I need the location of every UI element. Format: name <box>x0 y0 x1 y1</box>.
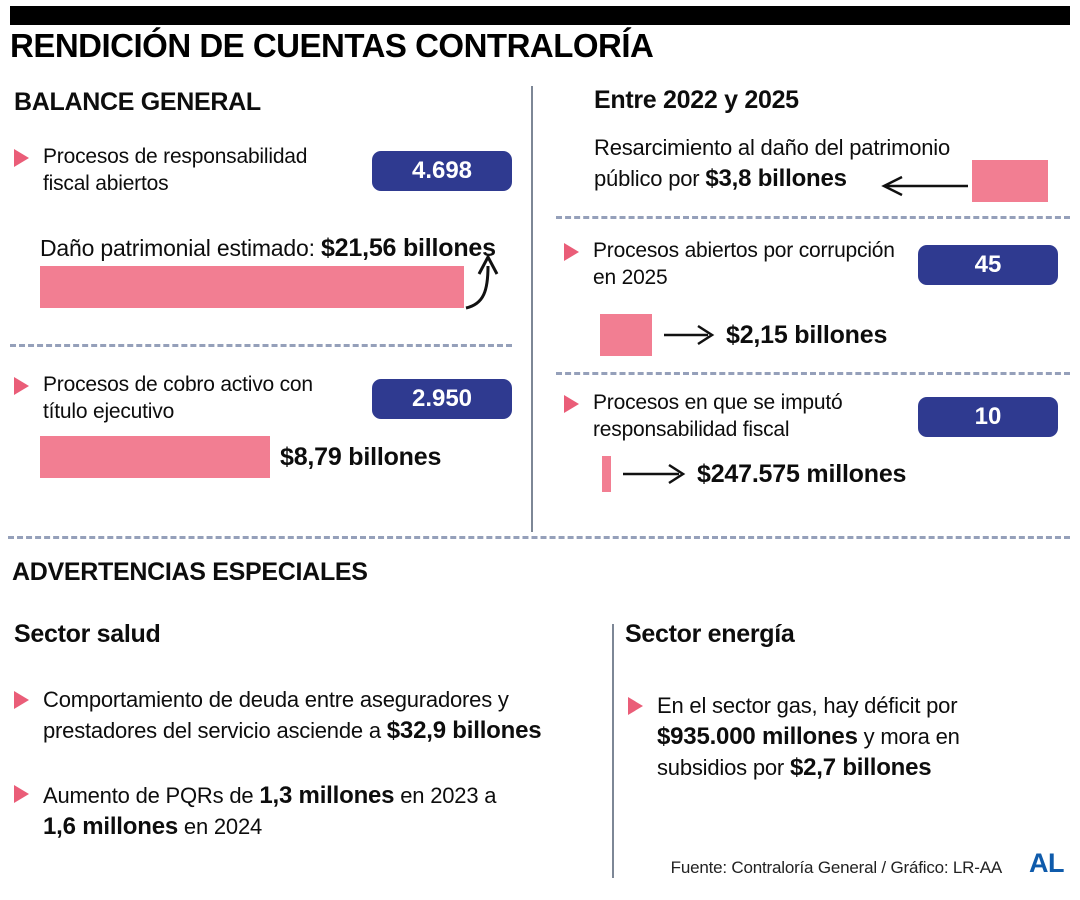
bullet-triangle-icon <box>14 691 29 709</box>
item-text: En el sector gas, hay déficit por $935.0… <box>657 692 1028 783</box>
al-logo: AL <box>1029 848 1065 878</box>
value-badge: 45 <box>918 244 1058 285</box>
dano-label: Daño patrimonial estimado: <box>40 235 321 261</box>
list-item-corrupcion: Procesos abiertos por corrupción en 2025… <box>564 238 1058 291</box>
top-black-bar <box>10 6 1070 25</box>
text-part-bold: 1,6 millones <box>43 813 178 841</box>
left-arrow-icon <box>881 175 968 197</box>
resarcimiento-text: Resarcimiento al daño del patrimonio púb… <box>594 134 994 194</box>
dano-line: Daño patrimonial estimado: $21,56 billon… <box>40 232 496 265</box>
corrupcion-amount-row: $2,15 billones <box>600 314 887 356</box>
text-part-bold: $2,7 billones <box>789 753 932 781</box>
bar-cobro <box>40 436 270 478</box>
item-label: Procesos abiertos por corrupción en 2025 <box>593 239 895 289</box>
dashed-divider <box>556 216 1070 219</box>
source-credit: Fuente: Contraloría General / Gráfico: L… <box>670 858 1003 877</box>
list-item-deuda-salud: Comportamiento de deuda entre asegurador… <box>14 686 579 746</box>
dano-value: $21,56 billones <box>320 234 496 262</box>
item-label: Procesos de responsabilidad fiscal abier… <box>43 145 308 195</box>
imputacion-amount-row: $247.575 millones <box>602 456 906 492</box>
bullet-triangle-icon <box>14 149 29 167</box>
value-badge: 2.950 <box>372 378 512 419</box>
value-badge: 10 <box>918 396 1058 437</box>
text-part-bold: 1,3 millones <box>259 782 395 809</box>
salud-heading: Sector salud <box>14 620 161 648</box>
right-arrow-icon <box>623 463 686 485</box>
list-item-responsabilidad: Procesos de responsabilidad fiscal abier… <box>14 144 512 197</box>
list-item-imputacion: Procesos en que se imputó responsabilida… <box>564 390 1058 443</box>
bar-dano-patrimonial <box>40 266 464 308</box>
bar-resarcimiento <box>972 160 1048 202</box>
balance-heading: BALANCE GENERAL <box>14 88 261 116</box>
up-arrow-icon <box>465 253 499 310</box>
periodo-heading: Entre 2022 y 2025 <box>594 86 799 114</box>
bar-corrupcion <box>600 314 652 356</box>
bullet-triangle-icon <box>14 377 29 395</box>
text-part: Aumento de PQRs de <box>43 783 260 808</box>
imputacion-amount: $247.575 millones <box>697 459 907 488</box>
advertencias-heading: ADVERTENCIAS ESPECIALES <box>12 558 368 586</box>
text-part: en 2024 <box>178 814 263 840</box>
vertical-divider <box>531 86 533 532</box>
text-part: en 2023 a <box>394 783 497 808</box>
dashed-divider <box>556 372 1070 375</box>
resarcimiento-label: Resarcimiento al daño del patrimonio púb… <box>594 135 950 191</box>
bullet-triangle-icon <box>628 697 643 715</box>
item-text: Aumento de PQRs de 1,3 millones en 2023 … <box>43 780 519 842</box>
item-label: Procesos en que se imputó responsabilida… <box>593 391 843 441</box>
energia-heading: Sector energía <box>625 620 795 648</box>
cobro-amount: $8,79 billones <box>280 442 442 471</box>
page-title: RENDICIÓN DE CUENTAS CONTRALORÍA <box>10 27 654 64</box>
text-part-bold: $935.000 millones <box>657 722 858 750</box>
bullet-triangle-icon <box>564 243 579 261</box>
text-part: Comportamiento de deuda entre asegurador… <box>43 687 509 743</box>
text-part-bold: $32,9 billones <box>386 716 542 744</box>
list-item-pqrs: Aumento de PQRs de 1,3 millones en 2023 … <box>14 780 519 842</box>
list-item-cobro: Procesos de cobro activo con título ejec… <box>14 372 512 425</box>
value-badge: 4.698 <box>372 150 512 191</box>
right-arrow-icon <box>664 324 715 346</box>
dashed-divider <box>10 344 512 347</box>
item-label: Procesos de cobro activo con título ejec… <box>43 373 313 423</box>
item-text: Comportamiento de deuda entre asegurador… <box>43 686 579 746</box>
vertical-divider <box>612 624 614 878</box>
list-item-gas: En el sector gas, hay déficit por $935.0… <box>628 692 1028 783</box>
bullet-triangle-icon <box>564 395 579 413</box>
text-part: En el sector gas, hay déficit por <box>657 693 958 718</box>
bar-cobro-row: $8,79 billones <box>40 436 441 478</box>
bar-imputacion <box>602 456 611 492</box>
text-part: y mora en subsidios por <box>657 723 960 780</box>
bullet-triangle-icon <box>14 785 29 803</box>
dashed-divider <box>8 536 1070 539</box>
resarcimiento-value: $3,8 billones <box>705 164 847 192</box>
corrupcion-amount: $2,15 billones <box>726 320 888 349</box>
